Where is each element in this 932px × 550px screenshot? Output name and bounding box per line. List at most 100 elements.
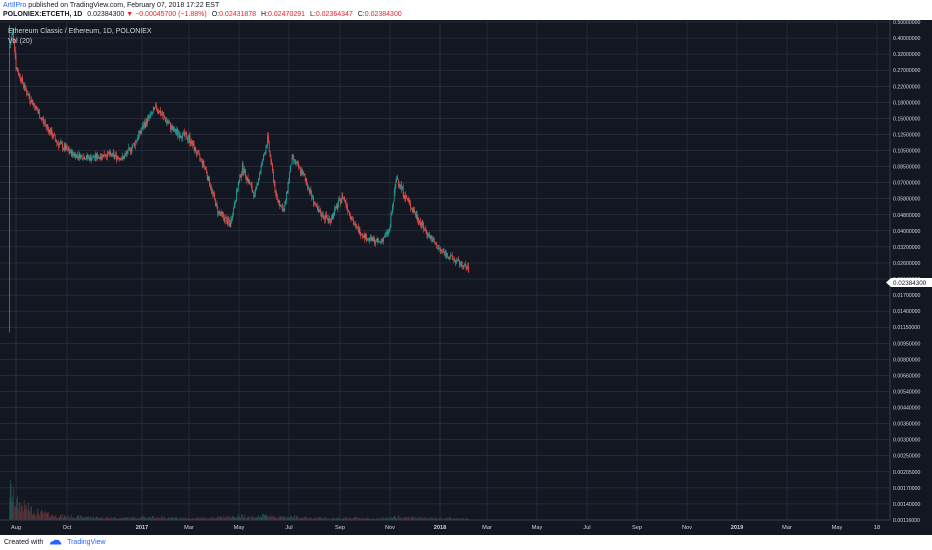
volume-bar [135,518,137,520]
candle-body [239,174,241,181]
candle-body [84,156,85,160]
candle-body [32,103,34,105]
created-with-label: Created with [4,539,44,546]
candle-body [366,234,367,241]
price-axis[interactable]: 0.50000000 0.40000000 0.32000000 0.27000000… [893,20,921,524]
volume-bar [398,515,400,520]
price-tick-label: 0.00950000 [893,341,921,347]
volume-bar [173,518,175,520]
candle-body [223,214,224,218]
candle-body [166,120,168,123]
candle-body [445,252,447,257]
candle-body [222,213,224,215]
volume-bar [230,517,232,520]
volume-bar [40,510,42,520]
candle-body [345,200,347,206]
candle-body [75,154,76,158]
candle-body [307,185,308,189]
candle-body [326,217,328,219]
volume-bar [256,517,258,520]
candle-body [431,238,433,242]
open-label: O: [211,11,220,18]
tradingview-brand-link[interactable]: TradingView [67,539,106,546]
time-tick-label: Oct [63,525,72,531]
candle-body [45,123,46,125]
volume-bar [180,518,182,520]
candle-body [367,239,369,241]
volume-bar [122,517,124,520]
volume-bar [99,518,101,520]
symbol-label[interactable]: POLONIEX:ETCETH, 1D [3,11,83,18]
volume-bar [384,518,385,520]
author-link[interactable]: ArtIlPro [3,2,27,9]
candle-body [206,171,208,177]
volume-bar [19,511,21,520]
volume-bar [111,516,112,520]
time-tick-label: Nov [682,525,692,531]
candle-body [336,206,338,209]
volume-bar [388,517,390,520]
volume-bar [298,517,299,520]
candle-body [372,237,374,241]
volume-bar [343,517,344,520]
volume-bar [227,516,228,520]
candle-body [400,185,402,187]
volume-bar [126,517,128,520]
volume-bar [370,518,371,520]
price-chart[interactable]: 0.50000000 0.40000000 0.32000000 0.27000000… [0,20,932,535]
volume-bar [238,514,240,520]
volume-bar [304,516,305,520]
candle-body [281,206,283,212]
volume-bar [246,517,248,520]
candle-body [59,143,61,144]
volume-bar [311,517,313,520]
candle-body [54,134,55,136]
candle-body [162,114,164,116]
volume-bar [367,517,369,520]
candle-body [301,170,303,176]
volume-bar [161,518,163,520]
candle-body [14,48,16,57]
price-tick-label: 0.22000000 [893,84,921,90]
volume-bar [44,511,45,520]
volume-bar [464,518,466,520]
candle-body [432,238,433,242]
candle-body [223,217,225,222]
volume-bar [65,516,67,520]
volume-bar [241,514,242,520]
candle-body [313,195,314,204]
candle-body [442,250,443,252]
candle-body [228,221,230,224]
candle-body [106,155,108,158]
candle-body [451,254,452,256]
candle-body [152,113,153,114]
candle-body [18,74,20,75]
time-axis[interactable]: Aug Oct 2017 Mar May Jul Sep Nov 2018 Mar May Jul Se… [11,525,880,531]
candle-body [356,225,357,227]
chart-area[interactable]: 0.50000000 0.40000000 0.32000000 0.27000000… [0,20,932,535]
time-tick-label: May [234,525,245,531]
candle-body [310,189,312,195]
candle-body [300,170,302,173]
volume-bar [427,518,429,520]
candle-body [281,204,282,207]
volume-bars [9,480,469,520]
volume-bar [412,516,414,520]
volume-bar [449,517,451,520]
candle-body [57,142,59,144]
candle-body [68,150,70,153]
candle-body [249,180,250,184]
volume-bar [21,505,23,520]
volume-bar [353,517,355,520]
volume-bar [294,515,295,520]
tradingview-logo-icon [50,539,62,545]
volume-bar [226,517,228,520]
candle-body [196,152,197,155]
high-label: H: [261,11,269,18]
candle-body [289,172,291,180]
candle-body [363,234,365,238]
volume-bar [393,517,394,520]
candle-body [103,154,105,157]
volume-bar [198,518,200,520]
candle-body [282,209,284,212]
